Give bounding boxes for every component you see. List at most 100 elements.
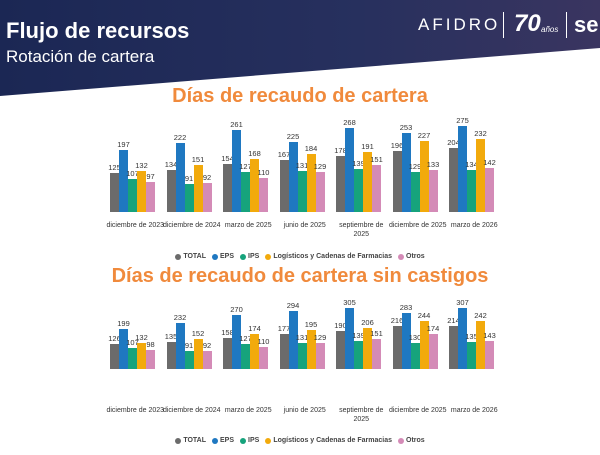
x-tick-label: diciembre de 2023 <box>106 222 165 229</box>
data-label: 307 <box>456 298 469 307</box>
header-title: Flujo de recursos <box>6 18 190 43</box>
legend-item: IPS <box>240 437 259 444</box>
data-label: 131 <box>295 161 309 171</box>
x-tick-label: junio de 2025 <box>283 407 326 414</box>
bar <box>467 342 476 369</box>
bar <box>128 178 137 212</box>
data-label: 167 <box>277 149 291 159</box>
bar <box>419 141 429 212</box>
bar <box>128 347 137 369</box>
data-label: 129 <box>313 161 327 171</box>
bar <box>166 170 176 212</box>
data-label: 151 <box>370 328 383 338</box>
bar <box>428 334 438 369</box>
data-label: 199 <box>117 319 130 329</box>
bar <box>345 308 354 369</box>
data-label: 196 <box>390 140 404 150</box>
chart-title: Días de recaudo de cartera <box>172 85 428 107</box>
bar <box>184 183 194 212</box>
legend-marker <box>265 437 272 444</box>
data-label: 92 <box>202 173 212 183</box>
bar <box>119 329 128 369</box>
data-label: 135 <box>465 332 478 342</box>
data-label: 127 <box>239 333 252 343</box>
data-label: 152 <box>191 328 205 338</box>
x-tick-label: diciembre de 2025 <box>388 222 447 229</box>
data-label: 253 <box>399 122 413 132</box>
bar <box>166 342 176 369</box>
header-subtitle: Rotación de cartera <box>6 47 155 66</box>
data-label: 184 <box>304 144 318 154</box>
data-label: 275 <box>456 116 469 125</box>
bar <box>372 164 381 212</box>
bar <box>241 343 250 369</box>
bar <box>110 172 119 212</box>
bar <box>354 168 363 212</box>
chart: Días de recaudo de cartera sin castigos d… <box>0 265 600 455</box>
data-label: 91 <box>184 173 194 183</box>
data-label: 151 <box>370 154 383 164</box>
legend-label: TOTAL <box>183 253 207 260</box>
bar <box>232 130 241 212</box>
bar <box>259 347 268 369</box>
bar <box>297 171 307 212</box>
legend-marker <box>212 437 219 444</box>
bar <box>363 152 372 212</box>
data-label: 98 <box>146 339 155 349</box>
bar <box>410 343 420 369</box>
data-label: 174 <box>248 324 261 334</box>
data-label: 244 <box>417 310 431 320</box>
bar <box>372 338 381 369</box>
x-tick-label: diciembre de 2024 <box>162 407 221 414</box>
data-label: 177 <box>277 323 291 333</box>
bar <box>223 163 232 212</box>
bar <box>467 170 476 212</box>
legend-marker <box>398 253 404 260</box>
legend-label: TOTAL <box>183 437 207 444</box>
bar <box>458 308 467 369</box>
bar <box>288 141 298 212</box>
data-label: 222 <box>173 132 187 142</box>
separator <box>503 12 504 38</box>
bar <box>193 338 203 369</box>
x-tick-label: marzo de 2026 <box>450 222 498 229</box>
legend-item: EPS <box>212 437 234 444</box>
bar <box>146 181 155 212</box>
bar <box>279 159 289 212</box>
data-label: 261 <box>230 120 243 130</box>
data-label: 174 <box>426 324 440 334</box>
legend-marker <box>265 253 272 260</box>
data-label: 134 <box>164 160 178 170</box>
bar <box>476 320 485 369</box>
legend-marker <box>212 253 219 260</box>
badge: 70 <box>514 10 541 37</box>
legend-item: TOTAL <box>175 253 206 260</box>
data-label: 227 <box>417 131 431 140</box>
x-tick-label: diciembre de 2025 <box>388 407 447 414</box>
data-label: 283 <box>399 302 413 312</box>
bar <box>184 350 194 369</box>
bar <box>458 126 467 212</box>
data-label: 135 <box>164 332 178 342</box>
legend-marker <box>175 253 182 260</box>
legend-item: Otros <box>398 253 425 260</box>
legend-item: Logísticos y Cadenas de Farmacias <box>265 437 392 444</box>
bar <box>485 340 494 369</box>
x-tick-label: junio de 2025 <box>283 222 326 229</box>
data-label: 97 <box>146 171 155 181</box>
legend-label: Otros <box>406 437 425 444</box>
bar <box>336 156 345 212</box>
data-label: 129 <box>313 333 327 343</box>
bar <box>410 171 420 212</box>
legend-label: Logísticos y Cadenas de Farmacias <box>273 253 392 260</box>
data-label: 204 <box>447 138 460 148</box>
bar <box>232 315 241 369</box>
legend-item: TOTAL <box>175 437 206 444</box>
legend-label: Logísticos y Cadenas de Farmacias <box>273 437 392 444</box>
bar <box>354 341 363 369</box>
data-label: 216 <box>390 316 404 326</box>
data-label: 132 <box>135 160 148 170</box>
data-label: 158 <box>221 327 234 337</box>
bar <box>315 171 325 212</box>
